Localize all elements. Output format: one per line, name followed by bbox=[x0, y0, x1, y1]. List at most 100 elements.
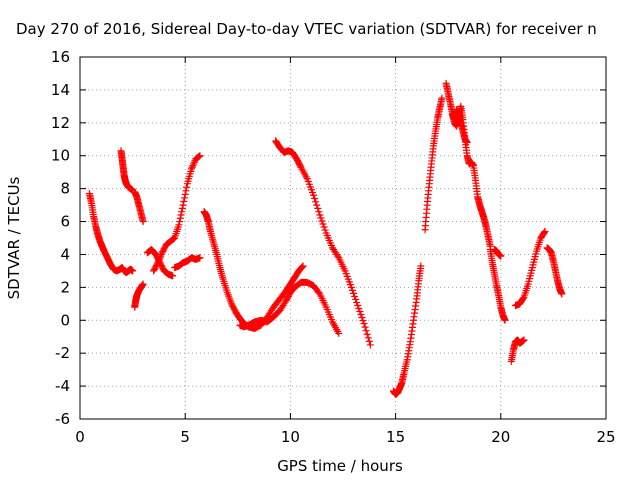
data-point-marker bbox=[347, 283, 355, 291]
data-point-marker bbox=[153, 260, 161, 268]
data-point-marker bbox=[364, 334, 372, 342]
x-tick-label: 15 bbox=[386, 428, 405, 446]
data-point-marker bbox=[317, 214, 325, 222]
data-point-marker bbox=[438, 94, 446, 102]
data-point-marker bbox=[157, 252, 165, 260]
data-series bbox=[272, 137, 374, 349]
plot-frame bbox=[79, 56, 607, 420]
y-tick-label: 6 bbox=[60, 213, 70, 231]
data-point-marker bbox=[417, 262, 425, 270]
data-point-marker bbox=[180, 198, 188, 206]
data-series bbox=[171, 254, 204, 272]
data-point-marker bbox=[177, 211, 185, 219]
y-tick-label: 10 bbox=[51, 147, 70, 165]
data-series bbox=[421, 94, 446, 234]
data-point-marker bbox=[355, 304, 363, 312]
data-series bbox=[507, 336, 528, 365]
x-tick-label: 0 bbox=[75, 428, 85, 446]
y-tick-label: 8 bbox=[60, 180, 70, 198]
data-point-marker bbox=[180, 194, 188, 202]
x-tick-label: 20 bbox=[491, 428, 510, 446]
data-point-marker bbox=[154, 259, 162, 267]
data-series bbox=[543, 244, 566, 298]
tick-labels: 0 5 10 15 20 25 -6 -4 -2 0 2 4 6 8 10 12 14 16 bbox=[51, 48, 616, 446]
data-point-marker bbox=[316, 211, 324, 219]
data-series bbox=[512, 227, 549, 309]
data-point-marker bbox=[178, 204, 186, 212]
data-point-marker bbox=[183, 183, 191, 191]
x-tick-label: 10 bbox=[281, 428, 300, 446]
y-axis-label: SDTVAR / TECUs bbox=[5, 176, 23, 299]
data-point-marker bbox=[353, 298, 361, 306]
data-series bbox=[490, 246, 505, 260]
data-point-marker bbox=[188, 163, 196, 171]
data-point-marker bbox=[189, 162, 197, 170]
y-tick-label: 12 bbox=[51, 114, 70, 132]
data-point-marker bbox=[351, 292, 359, 300]
data-point-marker bbox=[501, 316, 509, 324]
data-point-marker bbox=[348, 286, 356, 294]
axis-ticks bbox=[79, 56, 607, 420]
data-point-marker bbox=[354, 301, 362, 309]
data-point-marker bbox=[182, 187, 190, 195]
data-point-marker bbox=[181, 190, 189, 198]
data-point-marker bbox=[299, 262, 307, 270]
grid bbox=[80, 57, 606, 419]
data-point-marker bbox=[176, 218, 184, 226]
data-point-marker bbox=[196, 152, 204, 160]
data-point-marker bbox=[335, 329, 343, 337]
data-point-marker bbox=[139, 280, 147, 288]
data-point-marker bbox=[315, 208, 323, 216]
data-point-marker bbox=[357, 311, 365, 319]
data-point-marker bbox=[139, 218, 147, 226]
data-point-marker bbox=[362, 327, 370, 335]
data-point-marker bbox=[321, 226, 329, 234]
data-points bbox=[85, 79, 566, 398]
data-series bbox=[117, 147, 137, 194]
data-point-marker bbox=[190, 158, 198, 166]
data-point-marker bbox=[366, 341, 374, 349]
data-point-marker bbox=[334, 252, 342, 260]
data-point-marker bbox=[155, 255, 163, 263]
data-point-marker bbox=[519, 294, 527, 302]
x-axis-label: GPS time / hours bbox=[277, 457, 403, 475]
data-point-marker bbox=[313, 201, 321, 209]
data-point-marker bbox=[190, 160, 198, 168]
y-tick-label: -4 bbox=[55, 377, 70, 395]
data-point-marker bbox=[178, 208, 186, 216]
data-point-marker bbox=[156, 254, 164, 262]
data-point-marker bbox=[360, 320, 368, 328]
data-point-marker bbox=[361, 323, 369, 331]
y-tick-label: 16 bbox=[51, 48, 70, 66]
data-series bbox=[236, 278, 343, 337]
chart-title: Day 270 of 2016, Sidereal Day-to-day VTE… bbox=[16, 20, 597, 38]
y-tick-label: 0 bbox=[60, 311, 70, 329]
y-tick-label: 4 bbox=[60, 245, 70, 263]
x-tick-label: 5 bbox=[180, 428, 190, 446]
data-point-marker bbox=[318, 217, 326, 225]
data-point-marker bbox=[497, 252, 505, 260]
data-point-marker bbox=[558, 290, 566, 298]
data-series bbox=[150, 152, 204, 275]
data-point-marker bbox=[365, 337, 373, 345]
data-point-marker bbox=[520, 336, 528, 344]
data-point-marker bbox=[319, 220, 327, 228]
data-point-marker bbox=[157, 250, 165, 258]
y-tick-label: 2 bbox=[60, 278, 70, 296]
data-point-marker bbox=[179, 201, 187, 209]
data-series bbox=[389, 262, 425, 398]
data-point-marker bbox=[541, 227, 549, 235]
data-point-marker bbox=[312, 198, 320, 206]
data-point-marker bbox=[363, 330, 371, 338]
data-point-marker bbox=[315, 289, 323, 297]
data-point-marker bbox=[352, 295, 360, 303]
data-point-marker bbox=[298, 263, 306, 271]
data-point-marker bbox=[540, 229, 548, 237]
data-point-marker bbox=[196, 254, 204, 262]
data-series bbox=[448, 102, 494, 250]
data-series bbox=[131, 188, 147, 226]
data-point-marker bbox=[356, 307, 364, 315]
data-point-marker bbox=[188, 165, 196, 173]
data-point-marker bbox=[359, 317, 367, 325]
